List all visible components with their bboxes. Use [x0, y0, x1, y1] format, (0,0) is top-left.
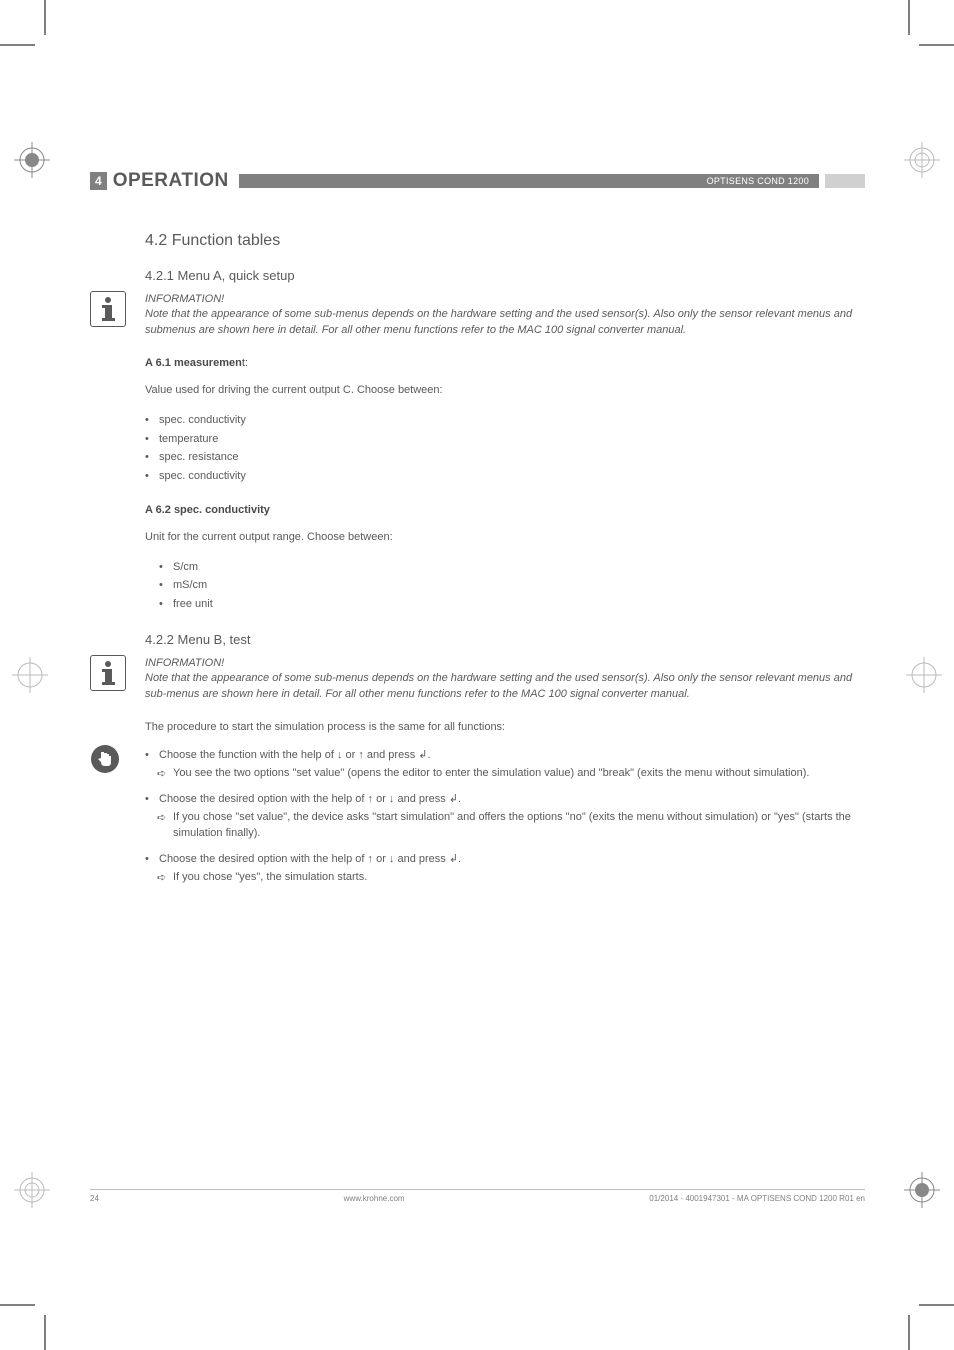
section-number-badge: 4 [90, 172, 107, 190]
list-item: temperature [145, 430, 865, 449]
bullet-list: spec. conductivity temperature spec. res… [145, 411, 865, 486]
arrow-icon: ➪ [157, 811, 166, 827]
heading-menu-a: 4.2.1 Menu A, quick setup [90, 268, 865, 283]
list-item: S/cm [145, 558, 865, 577]
info-title: INFORMATION! [145, 657, 865, 669]
procedure-step: Choose the desired option with the help … [145, 792, 865, 808]
info-title: INFORMATION! [145, 293, 865, 305]
bullet-list: S/cm mS/cm free unit [145, 558, 865, 614]
procedure-result: ➪If you chose "yes", the simulation star… [145, 870, 865, 886]
registration-mark [12, 140, 52, 180]
list-item: spec. resistance [145, 448, 865, 467]
registration-mark [904, 655, 944, 695]
subheading-a61: A 6.1 measurement: [145, 357, 865, 369]
info-body: Note that the appearance of some sub-men… [145, 671, 865, 703]
paragraph: Value used for driving the current outpu… [145, 383, 865, 399]
registration-mark [10, 655, 50, 695]
heading-menu-b: 4.2.2 Menu B, test [90, 632, 865, 647]
paragraph: Unit for the current output range. Choos… [145, 530, 865, 546]
product-name: OPTISENS COND 1200 [707, 176, 809, 186]
page-footer: 24 www.krohne.com 01/2014 - 4001947301 -… [90, 1189, 865, 1203]
procedure-step: Choose the function with the help of ↓ o… [145, 748, 865, 764]
header-bar: OPTISENS COND 1200 [239, 174, 819, 188]
page-header: 4 OPERATION OPTISENS COND 1200 [90, 170, 865, 192]
list-item: mS/cm [145, 576, 865, 595]
crop-mark-br [884, 1280, 954, 1350]
procedure-block: Choose the function with the help of ↓ o… [145, 748, 865, 886]
info-body: Note that the appearance of some sub-men… [145, 307, 865, 339]
registration-mark [902, 140, 942, 180]
arrow-icon: ➪ [157, 871, 166, 887]
hand-icon [90, 744, 120, 774]
header-bar-end [825, 174, 865, 188]
crop-mark-tr [884, 0, 954, 70]
info-block: INFORMATION! Note that the appearance of… [145, 293, 865, 339]
list-item: free unit [145, 595, 865, 614]
subheading-a62: A 6.2 spec. conductivity [145, 504, 865, 516]
procedure-result: ➪If you chose "set value", the device as… [145, 810, 865, 842]
info-block: INFORMATION! Note that the appearance of… [145, 657, 865, 703]
procedure-result: ➪You see the two options "set value" (op… [145, 766, 865, 782]
crop-mark-bl [0, 1280, 70, 1350]
registration-mark [902, 1170, 942, 1210]
heading-function-tables: 4.2 Function tables [90, 232, 865, 250]
info-icon [90, 291, 126, 327]
footer-doc-id: 01/2014 - 4001947301 - MA OPTISENS COND … [649, 1194, 865, 1203]
footer-site: www.krohne.com [344, 1194, 405, 1203]
arrow-icon: ➪ [157, 767, 166, 783]
paragraph: The procedure to start the simulation pr… [145, 720, 865, 736]
list-item: spec. conductivity [145, 411, 865, 430]
page-number: 24 [90, 1194, 99, 1203]
info-icon [90, 655, 126, 691]
crop-mark-tl [0, 0, 70, 70]
section-title: OPERATION [113, 170, 229, 192]
procedure-step: Choose the desired option with the help … [145, 852, 865, 868]
registration-mark [12, 1170, 52, 1210]
list-item: spec. conductivity [145, 467, 865, 486]
